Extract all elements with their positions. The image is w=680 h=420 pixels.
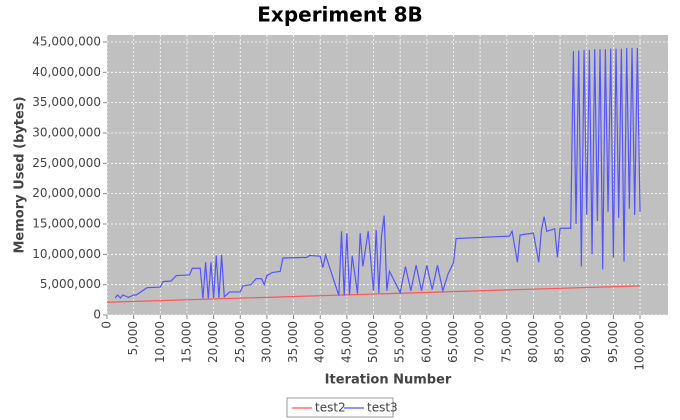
x-tick-label: 85,000 <box>553 321 567 363</box>
y-tick-label: 30,000,000 <box>32 125 101 139</box>
y-tick-label: 5,000,000 <box>40 277 101 291</box>
x-tick-label: 25,000 <box>233 321 247 363</box>
x-tick-label: 55,000 <box>393 321 407 363</box>
x-tick-label: 70,000 <box>473 321 487 363</box>
y-tick-label: 35,000,000 <box>32 95 101 109</box>
y-tick-label: 0 <box>93 308 101 322</box>
x-tick-label: 5,000 <box>126 321 140 355</box>
x-tick-label: 90,000 <box>579 321 593 363</box>
y-tick-label: 20,000,000 <box>32 186 101 200</box>
y-tick-label: 25,000,000 <box>32 156 101 170</box>
legend-label: test2 <box>315 401 346 415</box>
x-tick-label: 0 <box>100 321 114 329</box>
x-tick-label: 10,000 <box>153 321 167 363</box>
y-tick-label: 40,000,000 <box>32 65 101 79</box>
x-axis-label: Iteration Number <box>325 373 452 388</box>
y-tick-label: 10,000,000 <box>32 247 101 261</box>
x-tick-label: 35,000 <box>286 321 300 363</box>
x-tick-label: 30,000 <box>259 321 273 363</box>
chart-title: Experiment 8B <box>257 3 423 27</box>
legend-label: test3 <box>367 401 398 415</box>
line-series <box>114 48 641 299</box>
y-tick-label: 45,000,000 <box>32 34 101 48</box>
x-tick-label: 60,000 <box>419 321 433 363</box>
y-axis-label: Memory Used (bytes) <box>13 96 28 253</box>
x-tick-label: 95,000 <box>606 321 620 363</box>
x-tick-label: 75,000 <box>499 321 513 363</box>
legend <box>286 397 394 418</box>
x-tick-label: 80,000 <box>526 321 540 363</box>
x-tick-label: 100,000 <box>633 321 647 371</box>
x-tick-label: 45,000 <box>339 321 353 363</box>
line-series <box>106 285 641 303</box>
y-tick-label: 15,000,000 <box>32 216 101 230</box>
x-tick-label: 50,000 <box>366 321 380 363</box>
x-tick-label: 65,000 <box>446 321 460 363</box>
x-tick-label: 15,000 <box>179 321 193 363</box>
x-tick-label: 20,000 <box>206 321 220 363</box>
x-tick-label: 40,000 <box>313 321 327 363</box>
